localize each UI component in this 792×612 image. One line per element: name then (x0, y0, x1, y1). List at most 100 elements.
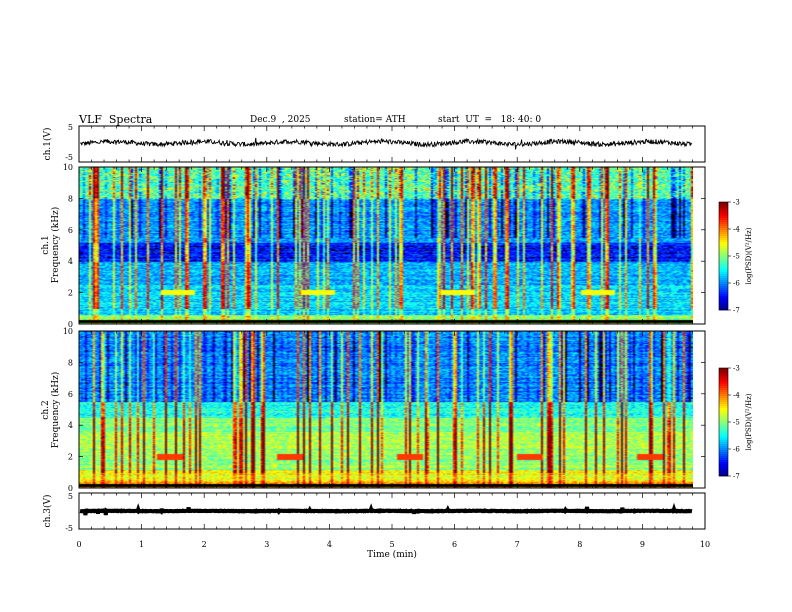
ch1-colorbar-swatch (719, 268, 728, 271)
ch2-spectrogram-ytick-label: 6 (68, 390, 73, 399)
ch1-colorbar-tick-label: -4 (733, 226, 740, 234)
ch1-colorbar-swatch (719, 286, 728, 289)
ch1-colorbar-swatch (719, 244, 728, 247)
time-tick-label: 9 (640, 540, 645, 549)
ch1-colorbar-swatch (719, 294, 728, 297)
ch1-colorbar-swatch (719, 202, 728, 205)
ch1-colorbar-swatch (719, 212, 728, 215)
ch2-colorbar-swatch (719, 442, 728, 445)
ch2-colorbar-swatch (719, 378, 728, 381)
ch2-colorbar-label: log(PSD)(V²/Hz) (745, 393, 753, 450)
ch2-colorbar-tick-label: -5 (733, 419, 740, 427)
ch1-colorbar-swatch (719, 256, 728, 259)
ch1-colorbar-swatch (719, 252, 728, 255)
time-tick-label: 0 (76, 540, 81, 549)
ch1-colorbar-tick-label: -3 (733, 199, 740, 207)
ch3-waveform-line (79, 502, 693, 516)
ch2-colorbar-swatch (719, 458, 728, 461)
ch1-ytick-bottom: -5 (65, 153, 73, 162)
ch1-colorbar-swatch (719, 290, 728, 293)
ch1-colorbar-swatch (719, 280, 728, 283)
ch2-spectrogram-ylabel-frequency: Frequency (kHz) (50, 372, 61, 449)
ch2-spectrogram-panel: 0 2 4 6 8 10 ch.2 Frequency (kHz) -3 -4 -5 -6 -7 l… (41, 327, 753, 493)
ch1-spectrogram-ytick-label: 6 (68, 226, 73, 235)
ch1-colorbar-swatch (719, 274, 728, 277)
ch1-colorbar-swatch (719, 264, 728, 267)
ch2-spectrogram-ytick-label: 10 (63, 327, 73, 336)
ch3-ytick-top: 5 (68, 492, 73, 501)
ch1-spectrogram-xticks (78, 167, 706, 324)
ch2-colorbar-swatch (719, 376, 728, 379)
ch3-waveform-ylabel: ch.3(V) (42, 495, 53, 528)
ch1-colorbar-swatch (719, 220, 728, 223)
time-tick-label: 6 (452, 540, 457, 549)
ch2-colorbar-swatch (719, 420, 728, 423)
recording-date: Dec.9 , 2025 (250, 115, 311, 125)
ch2-colorbar-swatch (719, 468, 728, 471)
ch1-colorbar-swatch (719, 228, 728, 231)
ch1-colorbar: -3 -4 -5 -6 -7 log(PSD)(V²/Hz) (718, 199, 753, 315)
time-tick-label: 1 (139, 540, 144, 549)
ch2-colorbar-swatch (719, 384, 728, 387)
ch1-colorbar-swatch (719, 250, 728, 253)
ch1-colorbar-swatch (719, 288, 728, 291)
ch1-colorbar-swatch (719, 292, 728, 295)
ch1-spectrogram-ytick-label: 8 (68, 194, 73, 203)
ch1-spectrogram-ytick-label: 4 (68, 257, 73, 266)
ch2-colorbar-swatch (719, 466, 728, 469)
ch2-colorbar-swatch (719, 428, 728, 431)
ch1-colorbar-swatch (719, 258, 728, 261)
ch1-waveform-line (80, 137, 693, 150)
ch1-colorbar-swatch (719, 306, 728, 309)
ch2-colorbar-swatch (719, 388, 728, 391)
ch1-colorbar-swatch (719, 216, 728, 219)
ch2-colorbar-swatch (719, 438, 728, 441)
ch2-colorbar-tick-label: -6 (733, 446, 740, 454)
ch2-colorbar-swatch (719, 456, 728, 459)
ch1-colorbar-tick-label: -5 (733, 253, 740, 261)
ch2-spectrogram-ytick-label: 0 (68, 484, 73, 493)
ch2-colorbar-swatch (719, 398, 728, 401)
ch1-spectrogram-heatmap (79, 167, 693, 324)
ch2-colorbar-swatch (719, 392, 728, 395)
ch2-colorbar-swatch (719, 434, 728, 437)
time-tick-label: 2 (202, 540, 207, 549)
ch2-colorbar-swatch (719, 432, 728, 435)
ch2-colorbar-swatch (719, 408, 728, 411)
time-axis-label: Time (min) (367, 549, 417, 560)
ch1-spectrogram-yticks: 0 2 4 6 8 10 (63, 163, 705, 329)
ch1-colorbar-swatch (719, 246, 728, 249)
ch2-colorbar-swatch (719, 448, 728, 451)
ch2-colorbar-tick-label: -4 (733, 392, 740, 400)
time-axis: 0 1 2 3 4 5 6 7 8 9 10 (76, 540, 710, 549)
ch2-colorbar-swatch (719, 462, 728, 465)
ch2-colorbar-swatch (719, 464, 728, 467)
ch2-colorbar-swatch (719, 472, 728, 475)
ch1-spectrogram-ytick-label: 10 (63, 163, 73, 172)
ch2-spectrogram-xticks (78, 331, 706, 488)
ch1-colorbar-swatch (719, 276, 728, 279)
ch1-colorbar-swatch (719, 270, 728, 273)
ch1-colorbar-tick-label: -7 (733, 307, 740, 315)
ch2-colorbar-swatch (719, 380, 728, 383)
ch3-ytick-bottom: -5 (65, 524, 73, 533)
start-time: start UT = 18: 40: 0 (438, 115, 542, 125)
ch1-colorbar-swatch (719, 308, 728, 311)
ch2-spectrogram-ytick-label: 8 (68, 358, 73, 367)
ch2-colorbar: -3 -4 -5 -6 -7 log(PSD)(V²/Hz) (718, 365, 753, 481)
ch1-colorbar-swatch (719, 278, 728, 281)
ch2-colorbar-swatch (719, 416, 728, 419)
ch1-colorbar-swatch (719, 210, 728, 213)
ch1-colorbar-label: log(PSD)(V²/Hz) (745, 227, 753, 284)
ch1-colorbar-swatch (719, 260, 728, 263)
ch2-colorbar-swatch (719, 394, 728, 397)
ch1-colorbar-swatch (719, 218, 728, 221)
time-tick-label: 3 (264, 540, 269, 549)
time-tick-label: 7 (515, 540, 520, 549)
ch2-colorbar-swatch (719, 412, 728, 415)
ch1-colorbar-swatch (719, 262, 728, 265)
ch1-colorbar-swatch (719, 248, 728, 251)
ch1-colorbar-swatch (719, 238, 728, 241)
ch1-colorbar-swatch (719, 240, 728, 243)
